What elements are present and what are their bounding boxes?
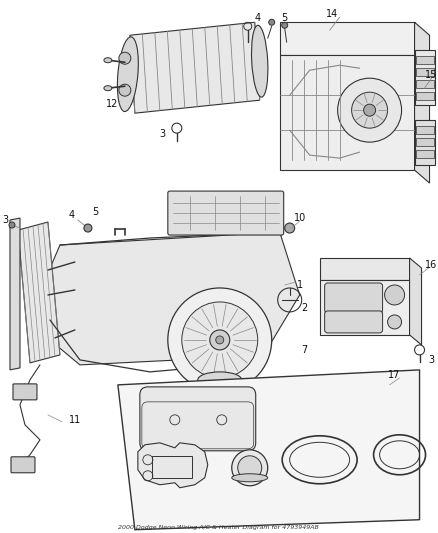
Polygon shape — [280, 22, 414, 55]
Circle shape — [385, 285, 405, 305]
Text: 11: 11 — [69, 415, 81, 425]
Polygon shape — [320, 280, 410, 335]
Text: 2000 Dodge Neon Wiring A/C & Heater Diagram for 4793949AB: 2000 Dodge Neon Wiring A/C & Heater Diag… — [118, 525, 319, 530]
Text: 3: 3 — [160, 129, 166, 139]
Ellipse shape — [117, 37, 138, 111]
Ellipse shape — [198, 372, 242, 388]
Circle shape — [232, 450, 268, 486]
Circle shape — [364, 104, 376, 116]
Bar — [416, 68, 434, 76]
Circle shape — [352, 92, 388, 128]
Text: 1: 1 — [297, 280, 303, 290]
Circle shape — [216, 336, 224, 344]
Circle shape — [238, 456, 262, 480]
Circle shape — [210, 330, 230, 350]
Polygon shape — [320, 258, 410, 280]
Circle shape — [84, 224, 92, 232]
Text: 15: 15 — [425, 70, 438, 80]
Polygon shape — [130, 22, 260, 113]
Bar — [416, 150, 434, 158]
FancyBboxPatch shape — [325, 311, 382, 333]
Text: 2: 2 — [301, 303, 308, 313]
FancyBboxPatch shape — [168, 191, 284, 235]
Circle shape — [168, 288, 272, 392]
Ellipse shape — [232, 474, 268, 482]
FancyBboxPatch shape — [11, 457, 35, 473]
Polygon shape — [118, 370, 420, 530]
Circle shape — [268, 19, 275, 25]
Text: 16: 16 — [425, 260, 438, 270]
FancyBboxPatch shape — [13, 384, 37, 400]
Circle shape — [338, 78, 402, 142]
Polygon shape — [18, 222, 60, 363]
Polygon shape — [280, 55, 414, 170]
Text: 4: 4 — [254, 13, 261, 23]
Circle shape — [119, 52, 131, 64]
Text: 5: 5 — [282, 13, 288, 23]
Circle shape — [9, 222, 15, 228]
Polygon shape — [170, 195, 280, 232]
Text: 4: 4 — [69, 210, 75, 220]
Bar — [414, 50, 434, 105]
Text: 10: 10 — [293, 213, 306, 223]
Text: 7: 7 — [301, 345, 308, 355]
Circle shape — [119, 84, 131, 96]
Polygon shape — [414, 22, 430, 183]
Polygon shape — [138, 443, 208, 488]
Ellipse shape — [104, 86, 112, 91]
Text: 12: 12 — [106, 99, 118, 109]
Bar — [414, 120, 434, 165]
Polygon shape — [10, 218, 20, 370]
Text: 17: 17 — [389, 370, 401, 380]
Circle shape — [282, 22, 288, 28]
Text: 5: 5 — [92, 207, 98, 217]
Circle shape — [388, 315, 402, 329]
FancyBboxPatch shape — [140, 387, 256, 451]
Ellipse shape — [104, 58, 112, 63]
Circle shape — [285, 223, 295, 233]
Bar — [416, 92, 434, 100]
Text: 3: 3 — [2, 215, 8, 225]
Circle shape — [182, 302, 258, 378]
Ellipse shape — [251, 25, 268, 97]
Text: 3: 3 — [428, 355, 434, 365]
Text: 14: 14 — [325, 9, 338, 19]
Bar — [416, 56, 434, 64]
Bar — [416, 126, 434, 134]
FancyBboxPatch shape — [325, 283, 382, 313]
Bar — [416, 80, 434, 88]
Polygon shape — [45, 232, 300, 365]
Polygon shape — [410, 258, 421, 345]
Bar — [416, 138, 434, 146]
